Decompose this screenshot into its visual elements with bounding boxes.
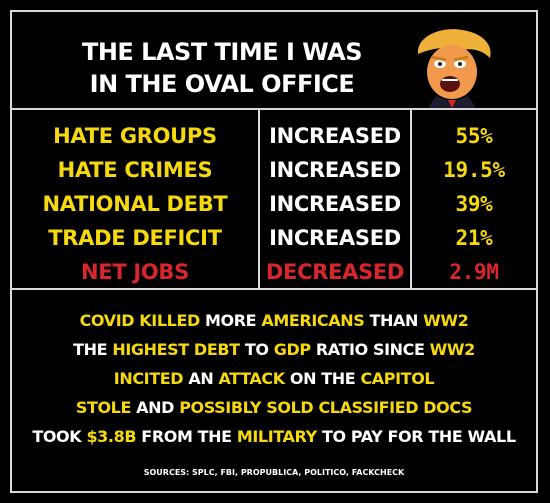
fact-line: TOOK $3.8B FROM THE MILITARY TO PAY FOR … [12, 422, 536, 451]
fact-segment: TO PAY FOR THE WALL [316, 427, 516, 446]
page-title: THE LAST TIME I WAS IN THE OVAL OFFICE [52, 36, 392, 100]
title-line-2: IN THE OVAL OFFICE [89, 70, 355, 98]
stat-change: INCREASED [269, 226, 401, 250]
fact-segment: WW2 [429, 340, 476, 359]
fact-segment: POSSIBLY SOLD CLASSIFIED DOCS [179, 398, 473, 417]
stat-value: 2.9M [449, 260, 499, 284]
divider-col-2 [410, 110, 412, 288]
table-row: HATE GROUPS INCREASED 55% [12, 119, 536, 153]
stat-value: 19.5% [443, 158, 505, 182]
fact-segment: CAPITOL [360, 369, 435, 388]
stat-label: HATE GROUPS [53, 124, 217, 148]
fact-segment: WW2 [423, 311, 469, 330]
fact-line: THE HIGHEST DEBT TO GDP RATIO SINCE WW2 [12, 335, 536, 364]
stat-label: HATE CRIMES [57, 158, 213, 182]
stat-change: INCREASED [269, 158, 401, 182]
fact-segment: MORE [199, 311, 262, 330]
stat-label: TRADE DEFICIT [48, 226, 222, 250]
fact-segment: RATIO SINCE [310, 340, 430, 359]
fact-segment: GDP [273, 340, 311, 359]
stat-change: INCREASED [269, 124, 401, 148]
fact-segment: TO [239, 340, 274, 359]
stat-value: 39% [455, 192, 493, 216]
table-row: HATE CRIMES INCREASED 19.5% [12, 153, 536, 187]
stats-table: HATE GROUPS INCREASED 55% HATE CRIMES IN… [12, 112, 536, 288]
fact-segment: ON THE [284, 369, 361, 388]
divider-bottom [10, 288, 538, 290]
stat-change: DECREASED [265, 260, 405, 284]
caricature-icon [417, 29, 491, 108]
fact-segment: THAN [364, 311, 424, 330]
fact-segment: HIGHEST DEBT [112, 340, 240, 359]
fact-segment: $3.8B [86, 427, 137, 446]
fact-segment: FROM THE [136, 427, 237, 446]
table-row: NET JOBS DECREASED 2.9M [12, 255, 536, 289]
stat-value: 55% [455, 124, 493, 148]
facts-list: COVID KILLED MORE AMERICANS THAN WW2 THE … [12, 306, 536, 451]
stat-label: NET JOBS [81, 260, 189, 284]
fact-segment: AMERICANS [261, 311, 365, 330]
poster-frame [10, 10, 538, 493]
fact-segment: ATTACK [218, 369, 286, 388]
stat-label: NATIONAL DEBT [42, 192, 228, 216]
stat-change: INCREASED [269, 192, 401, 216]
title-line-1: THE LAST TIME I WAS [81, 38, 363, 66]
divider-top [10, 108, 538, 110]
fact-line: COVID KILLED MORE AMERICANS THAN WW2 [12, 306, 536, 335]
table-row: TRADE DEFICIT INCREASED 21% [12, 221, 536, 255]
fact-segment: AND [131, 398, 180, 417]
fact-line: INCITED AN ATTACK ON THE CAPITOL [12, 364, 536, 393]
sources-note: SOURCES: SPLC, FBI, PROPUBLICA, POLITICO… [143, 468, 405, 477]
fact-segment: INCITED [113, 369, 184, 388]
fact-segment: THE [73, 340, 113, 359]
header: THE LAST TIME I WAS IN THE OVAL OFFICE [12, 12, 536, 108]
table-row: NATIONAL DEBT INCREASED 39% [12, 187, 536, 221]
fact-segment: MILITARY [236, 427, 317, 446]
stat-value: 21% [455, 226, 493, 250]
fact-line: STOLE AND POSSIBLY SOLD CLASSIFIED DOCS [12, 393, 536, 422]
fact-segment: AN [183, 369, 219, 388]
fact-segment: STOLE [75, 398, 132, 417]
fact-segment: COVID KILLED [79, 311, 201, 330]
fact-segment: TOOK [32, 427, 87, 446]
divider-col-1 [258, 110, 260, 288]
